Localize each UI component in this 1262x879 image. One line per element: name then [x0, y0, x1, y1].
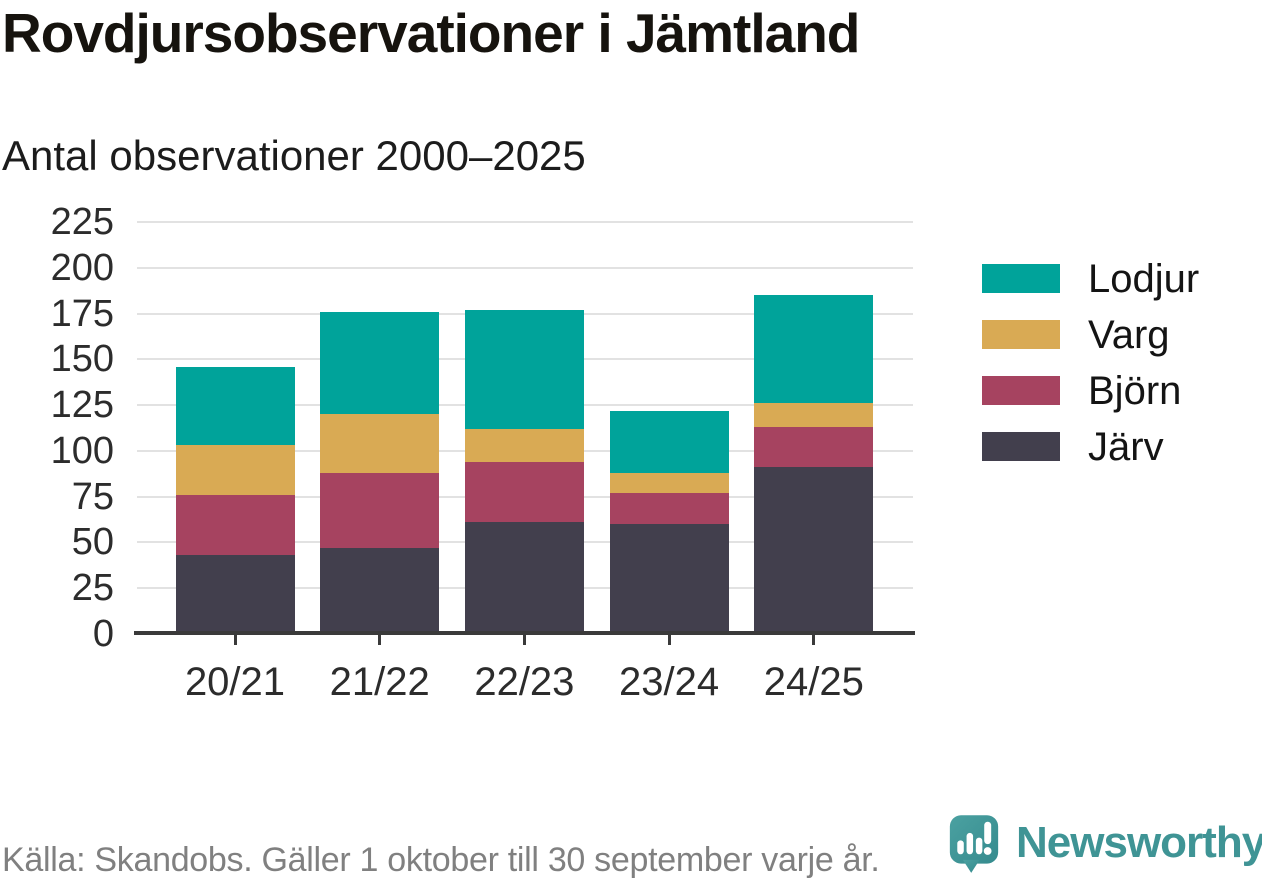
bar-22-23-bj-rn: [464, 461, 584, 523]
legend-swatch-j-rv: [982, 432, 1060, 461]
legend-swatch-varg: [982, 320, 1060, 349]
bar-22-23-j-rv: [464, 522, 584, 634]
bar-21-22-bj-rn: [320, 472, 440, 548]
bar-20-21-lodjur: [175, 366, 295, 446]
x-tick-22-23: [522, 635, 526, 645]
y-tick-label-150: 150: [50, 338, 114, 381]
x-tick-21-22: [378, 635, 382, 645]
bar-21-22-lodjur: [320, 311, 440, 415]
y-tick-label-200: 200: [50, 246, 114, 289]
bar-24-25-varg: [754, 403, 874, 428]
newsworthy-logo-icon: [949, 815, 999, 873]
newsworthy-logo: Newsworthy: [948, 813, 1262, 877]
bar-22-23-varg: [464, 428, 584, 462]
source-note: Källa: Skandobs. Gäller 1 oktober till 3…: [2, 841, 880, 879]
x-axis-line: [134, 631, 915, 635]
y-tick-label-0: 0: [92, 613, 114, 655]
bar-21-22-varg: [320, 414, 440, 473]
chart-subtitle: Antal observationer 2000–2025: [2, 132, 586, 179]
bar-20-21-varg: [175, 445, 295, 495]
bar-24-25-j-rv: [754, 467, 874, 634]
y-tick-label-75: 75: [71, 475, 114, 518]
x-tick-label-22-23: 22/23: [474, 660, 575, 704]
y-tick-label-100: 100: [50, 429, 114, 472]
legend-item-bj-rn: Björn: [982, 371, 1199, 411]
legend-item-j-rv: Järv: [982, 427, 1199, 467]
legend-item-varg: Varg: [982, 315, 1199, 355]
bar-23-24-lodjur: [609, 410, 729, 473]
chart-title: Rovdjursobservationer i Jämtland: [2, 2, 860, 64]
x-tick-24-25: [812, 635, 816, 645]
bar-20-21-bj-rn: [175, 494, 295, 556]
legend-label-bj-rn: Björn: [1088, 368, 1182, 413]
legend-label-lodjur: Lodjur: [1088, 256, 1200, 301]
legend-swatch-bj-rn: [982, 376, 1060, 405]
x-tick-23-24: [667, 635, 671, 645]
gridline-225: [137, 221, 913, 223]
x-tick-label-23-24: 23/24: [619, 660, 720, 704]
bar-23-24-bj-rn: [609, 493, 729, 525]
legend-label-varg: Varg: [1088, 312, 1170, 357]
y-tick-label-50: 50: [71, 521, 114, 564]
x-tick-label-21-22: 21/22: [329, 660, 430, 704]
y-tick-label-175: 175: [50, 292, 114, 335]
y-tick-label-25: 25: [71, 567, 114, 610]
chart-legend: Lodjur Varg Björn Järv: [982, 259, 1199, 488]
bar-20-21-j-rv: [175, 555, 295, 634]
bar-23-24-j-rv: [609, 524, 729, 634]
legend-swatch-lodjur: [982, 264, 1060, 293]
y-tick-label-225: 225: [50, 201, 114, 243]
bar-22-23-lodjur: [464, 309, 584, 429]
bar-24-25-bj-rn: [754, 427, 874, 468]
x-tick-label-20-21: 20/21: [184, 660, 286, 704]
legend-label-j-rv: Järv: [1088, 424, 1164, 469]
x-tick-label-24-25: 24/25: [763, 660, 864, 704]
newsworthy-wordmark: Newsworthy: [1016, 818, 1262, 867]
gridline-200: [137, 266, 913, 269]
y-tick-label-125: 125: [50, 384, 114, 427]
legend-item-lodjur: Lodjur: [982, 259, 1199, 299]
bar-23-24-varg: [609, 472, 729, 493]
x-tick-20-21: [233, 635, 237, 645]
bar-21-22-j-rv: [320, 547, 440, 634]
bar-24-25-lodjur: [754, 295, 874, 404]
